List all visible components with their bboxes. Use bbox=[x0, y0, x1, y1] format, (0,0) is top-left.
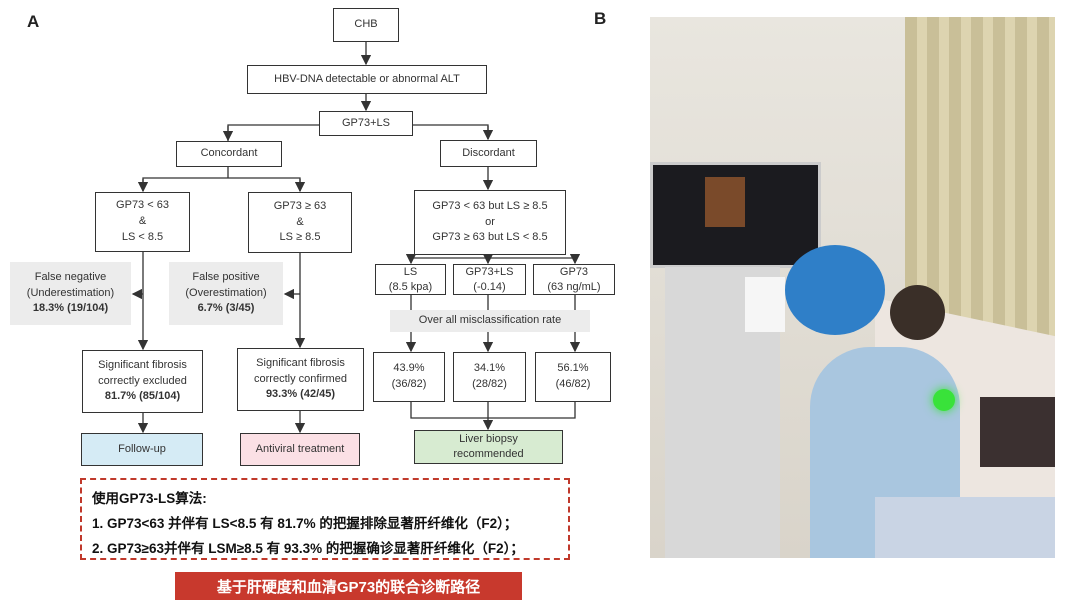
rate: 18.3% (19/104) bbox=[32, 302, 109, 315]
text: or bbox=[485, 215, 495, 228]
text: Significant fibrosis bbox=[256, 356, 345, 369]
method-ls-box: LS (8.5 kpa) bbox=[375, 264, 446, 295]
panel-label-b: B bbox=[594, 9, 607, 28]
text: recommended bbox=[453, 448, 524, 460]
discordant-condition-box: GP73 < 63 but LS ≥ 8.5 or GP73 ≥ 63 but LS… bbox=[414, 190, 566, 255]
text: correctly excluded bbox=[98, 374, 187, 387]
gp73ls-box: GP73+LS bbox=[319, 111, 413, 136]
patient-pants bbox=[980, 397, 1055, 467]
text: LS < 8.5 bbox=[121, 230, 164, 243]
concordant-box: Concordant bbox=[176, 141, 282, 167]
text: False negative bbox=[34, 270, 107, 283]
antiviral-box: Antiviral treatment bbox=[240, 433, 360, 466]
text: 43.9% bbox=[393, 362, 425, 375]
text: & bbox=[296, 215, 304, 228]
text: LS bbox=[403, 266, 418, 279]
text: 56.1% bbox=[557, 362, 589, 375]
rate-gp73-box: 56.1% (46/82) bbox=[535, 352, 611, 402]
clinical-photo bbox=[650, 17, 1055, 558]
doctor-cap bbox=[785, 245, 885, 335]
text: Liver biopsy bbox=[459, 433, 518, 446]
text: GP73 ≥ 63 bbox=[273, 199, 327, 212]
follow-up-box: Follow-up bbox=[81, 433, 203, 466]
text: (46/82) bbox=[555, 378, 591, 390]
note-line: 2. GP73≥63并伴有 LSM≥8.5 有 93.3% 的把握确诊显著肝纤维… bbox=[92, 541, 524, 556]
rate-ls-box: 43.9% (36/82) bbox=[373, 352, 445, 402]
text: (8.5 kpa) bbox=[388, 280, 433, 293]
text: GP73 bbox=[559, 266, 589, 279]
caption-banner: 基于肝硬度和血清GP73的联合诊断路径 bbox=[175, 572, 522, 600]
probe-light bbox=[933, 389, 955, 411]
misclassification-label: Over all misclassification rate bbox=[390, 310, 590, 332]
text: GP73+LS bbox=[465, 266, 514, 279]
text: (Underestimation) bbox=[26, 286, 115, 299]
low-condition-box: GP73 < 63 & LS < 8.5 bbox=[95, 192, 190, 252]
text: (36/82) bbox=[391, 378, 427, 390]
text: False positive bbox=[192, 270, 260, 283]
text: LS ≥ 8.5 bbox=[279, 231, 321, 244]
text: (63 ng/mL) bbox=[547, 280, 601, 293]
note-title: 使用GP73-LS算法: bbox=[92, 491, 207, 506]
algorithm-note: 使用GP73-LS算法: 1. GP73<63 并伴有 LS<8.5 有 81.… bbox=[80, 478, 570, 560]
text: Significant fibrosis bbox=[98, 358, 187, 371]
panel-label-a: A bbox=[27, 12, 40, 31]
text: & bbox=[138, 215, 147, 228]
text: GP73 < 63 but LS ≥ 8.5 bbox=[432, 199, 548, 212]
paper bbox=[745, 277, 785, 332]
method-gp73-box: GP73 (63 ng/mL) bbox=[533, 264, 615, 295]
biopsy-box: Liver biopsy recommended bbox=[414, 430, 563, 464]
rate-gp73ls-box: 34.1% (28/82) bbox=[453, 352, 526, 402]
false-negative-box: False negative (Underestimation) 18.3% (19… bbox=[10, 262, 131, 325]
bed bbox=[875, 497, 1055, 558]
confirmed-box: Significant fibrosis correctly confirmed 9… bbox=[237, 348, 364, 411]
text: correctly confirmed bbox=[254, 372, 347, 385]
text: GP73 ≥ 63 but LS < 8.5 bbox=[432, 231, 548, 244]
text: (Overestimation) bbox=[185, 286, 267, 299]
excluded-box: Significant fibrosis correctly excluded 81… bbox=[82, 350, 203, 413]
method-gp73ls-box: GP73+LS (-0.14) bbox=[453, 264, 526, 295]
text: (28/82) bbox=[472, 378, 507, 390]
high-condition-box: GP73 ≥ 63 & LS ≥ 8.5 bbox=[248, 192, 352, 253]
rate: 6.7% (3/45) bbox=[197, 302, 255, 315]
monitor-image bbox=[705, 177, 745, 227]
text: (-0.14) bbox=[473, 280, 506, 293]
text: GP73 < 63 bbox=[116, 199, 169, 212]
rate: 93.3% (42/45) bbox=[265, 388, 336, 401]
hbv-box: HBV-DNA detectable or abnormal ALT bbox=[247, 65, 487, 94]
chb-box: CHB bbox=[333, 8, 399, 42]
rate: 81.7% (85/104) bbox=[104, 390, 181, 403]
text: 34.1% bbox=[473, 362, 506, 375]
note-line: 1. GP73<63 并伴有 LS<8.5 有 81.7% 的把握排除显著肝纤维… bbox=[92, 516, 518, 531]
patient-head bbox=[890, 285, 945, 340]
false-positive-box: False positive (Overestimation) 6.7% (3/45… bbox=[169, 262, 283, 325]
discordant-box: Discordant bbox=[440, 140, 537, 167]
